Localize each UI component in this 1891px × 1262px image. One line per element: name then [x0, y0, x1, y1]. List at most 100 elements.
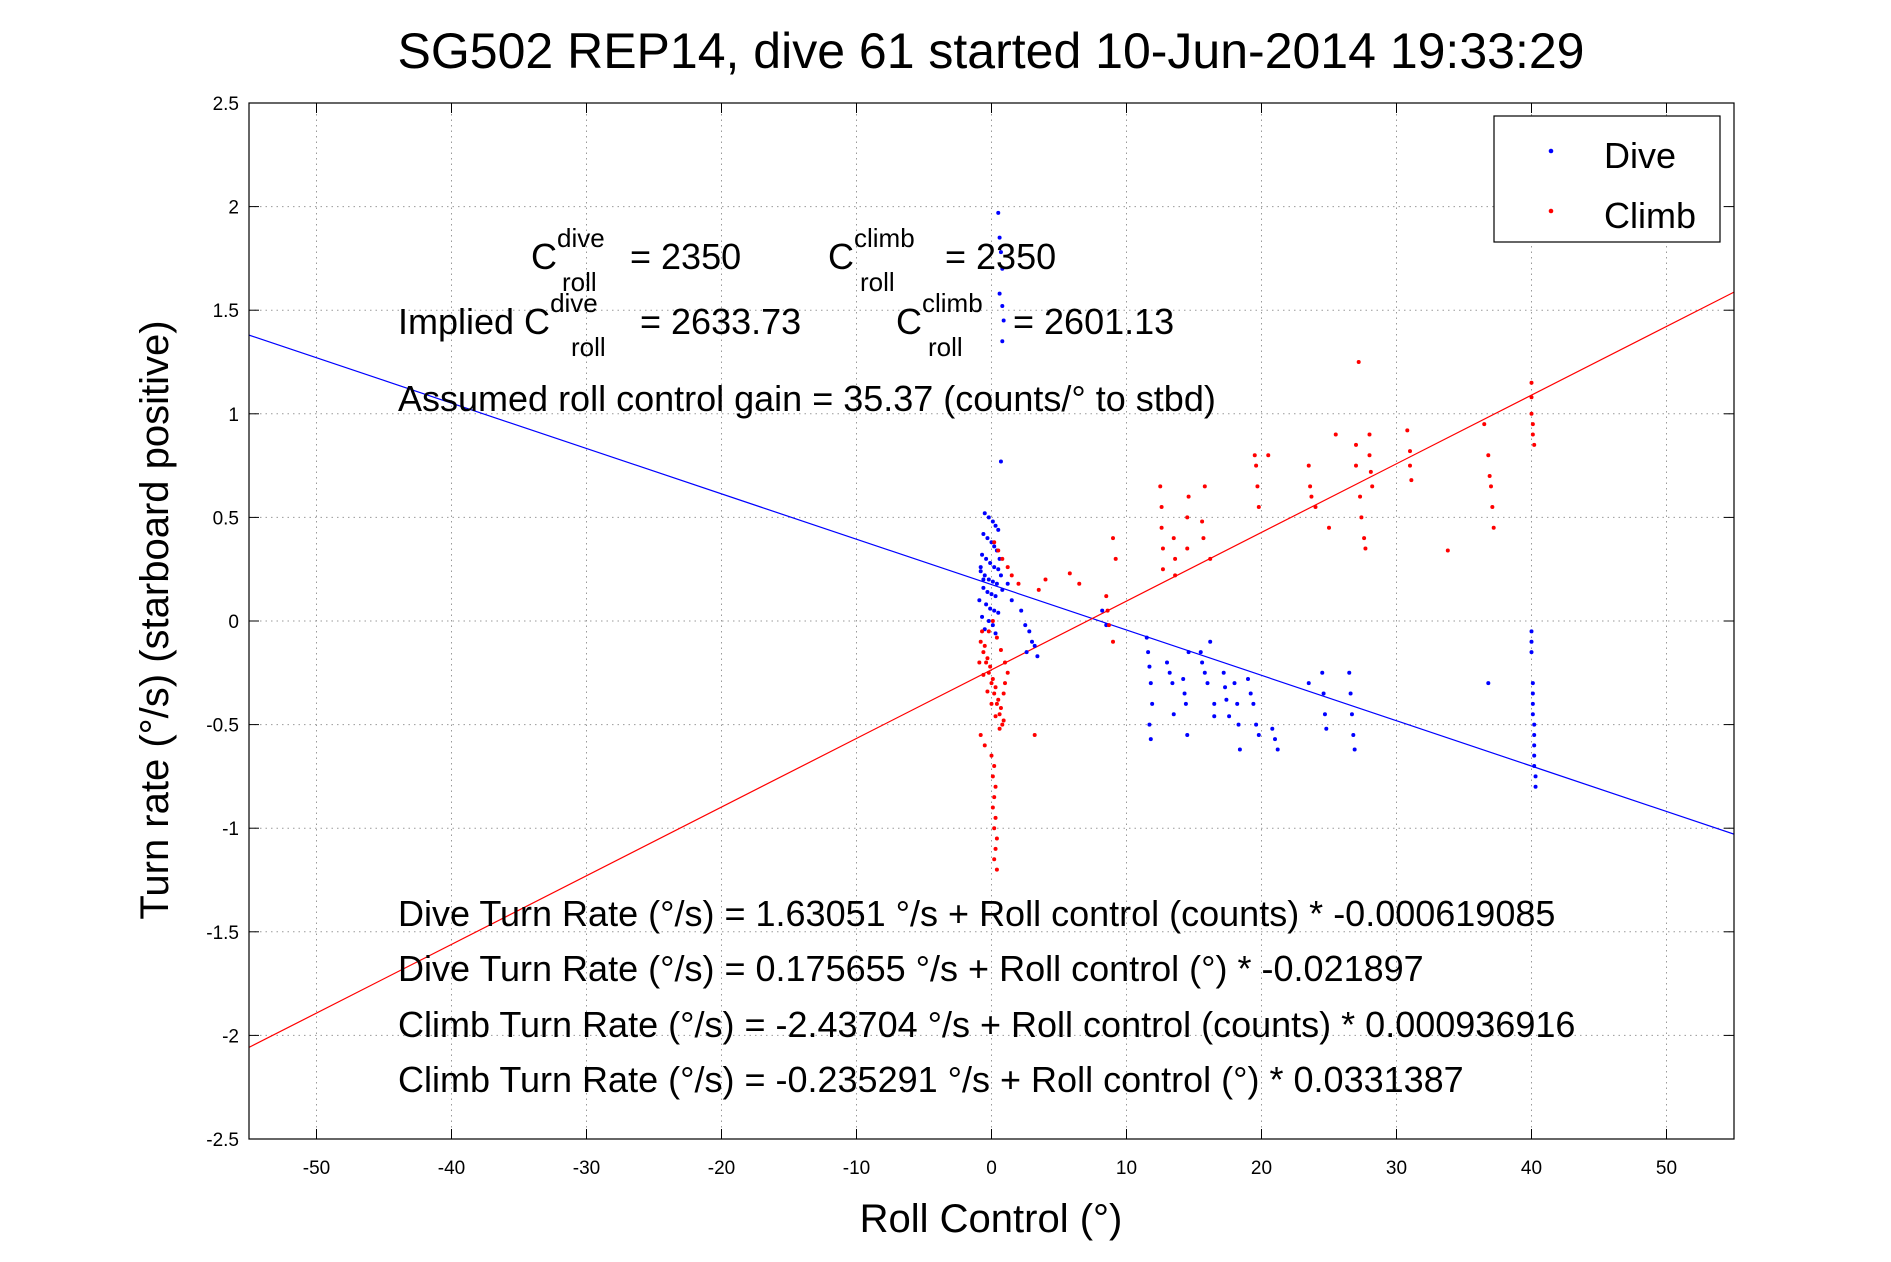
dive-point	[1146, 650, 1151, 655]
climb-point	[990, 677, 995, 682]
dive-point	[996, 610, 1001, 615]
c-roll-dive-annotation: Cdive roll = 2350	[531, 223, 741, 297]
y-tick-label: 1.5	[213, 301, 239, 322]
dive-point	[1533, 774, 1538, 779]
dive-point	[1019, 608, 1024, 613]
dive-point	[1023, 623, 1028, 628]
climb-point	[1354, 463, 1358, 468]
dive-point	[1322, 712, 1327, 717]
climb-point	[982, 643, 987, 648]
climb-point	[989, 681, 994, 686]
dive-point	[982, 573, 987, 578]
dive-point	[990, 519, 995, 524]
climb-point	[1009, 573, 1014, 578]
dive-point	[981, 531, 986, 536]
dive-point	[986, 577, 991, 582]
dive-point	[1171, 712, 1176, 717]
dive-point	[997, 235, 1002, 240]
climb-point	[1160, 546, 1165, 551]
x-tick-label: 20	[1251, 1158, 1272, 1179]
dive-point	[1273, 737, 1277, 742]
y-axis-label: Turn rate (°/s) (starboard positive)	[133, 320, 177, 919]
climb-point	[992, 691, 997, 696]
dive-point	[1254, 722, 1259, 727]
dive-point	[993, 594, 998, 599]
climb-point	[1005, 670, 1010, 675]
dive-point	[1532, 753, 1537, 758]
climb-point	[990, 774, 995, 779]
gain-annotation: Assumed roll control gain = 35.37 (count…	[398, 378, 1216, 419]
climb-point	[1208, 556, 1213, 561]
climb-point	[1327, 525, 1331, 530]
dive-point	[996, 567, 1001, 572]
climb-point	[1359, 515, 1364, 520]
dive-point	[1235, 701, 1240, 706]
c-roll-dive-sup: dive	[557, 223, 605, 253]
dive-point	[1148, 681, 1153, 686]
dive-point	[1530, 712, 1535, 717]
implied-dive-value: = 2633.73	[630, 301, 801, 342]
dive-point	[1352, 747, 1357, 752]
climb-point	[1036, 587, 1041, 592]
dive-point	[1246, 677, 1250, 682]
dive-point	[1236, 722, 1241, 727]
dive-point	[1000, 339, 1005, 344]
y-tick-label: 1	[228, 405, 239, 426]
c-roll-climb-sup: climb	[854, 223, 915, 253]
climb-point	[993, 815, 998, 820]
dive-point	[978, 565, 983, 570]
dive-point	[1035, 654, 1040, 659]
implied-dive-sub: roll	[571, 332, 606, 362]
climb-point	[981, 650, 986, 655]
y-tick-label: 0.5	[213, 508, 239, 529]
dive-point	[1529, 639, 1534, 644]
climb-point	[1000, 556, 1005, 561]
dive-point	[982, 511, 987, 516]
climb-point	[992, 795, 997, 800]
dive-point	[1009, 598, 1014, 603]
climb-point	[992, 826, 997, 831]
climb-point	[1160, 567, 1165, 572]
dive-point	[980, 552, 985, 557]
climb-point	[1001, 691, 1006, 696]
climb-point	[992, 857, 997, 862]
climb-point	[1067, 571, 1072, 576]
climb-point	[1106, 623, 1111, 628]
dive-point	[1529, 629, 1534, 634]
climb-point	[1111, 639, 1115, 644]
dive-point	[1270, 726, 1275, 731]
dive-point	[1185, 732, 1190, 737]
climb-point	[1001, 718, 1006, 723]
climb-point	[1252, 453, 1257, 458]
climb-counts-equation: Climb Turn Rate (°/s) = -2.43704 °/s + R…	[398, 1004, 1575, 1045]
chart-title: SG502 REP14, dive 61 started 10-Jun-2014…	[398, 23, 1585, 79]
y-tick-label: 0	[228, 612, 239, 633]
climb-point	[1367, 432, 1372, 437]
y-tick-label: -2	[222, 1026, 239, 1047]
climb-point	[1530, 432, 1535, 437]
climb-point	[998, 648, 1003, 653]
dive-point	[1208, 639, 1213, 644]
climb-point	[1158, 484, 1163, 489]
climb-point	[1491, 525, 1496, 530]
dive-point	[1486, 681, 1491, 686]
plot-frame	[248, 102, 1735, 1140]
implied-prefix: Implied C	[398, 301, 550, 342]
dive-point	[993, 523, 998, 528]
climb-point	[1159, 505, 1164, 510]
dive-point	[1227, 714, 1232, 719]
legend-box	[1493, 115, 1721, 243]
dive-point	[1232, 681, 1237, 686]
c-roll-dive-base: C	[531, 236, 557, 277]
dive-point	[980, 614, 985, 619]
dive-point	[1533, 784, 1538, 789]
legend-climb-label: Climb	[1604, 195, 1696, 236]
dive-degrees-equation: Dive Turn Rate (°/s) = 0.175655 °/s + Ro…	[398, 948, 1424, 989]
dive-point	[1347, 670, 1352, 675]
climb-point	[1367, 453, 1372, 458]
climb-point	[1171, 536, 1176, 541]
dive-point	[984, 602, 989, 607]
dive-point	[1212, 714, 1217, 719]
climb-point	[1186, 494, 1191, 499]
climb-point	[1308, 484, 1313, 489]
